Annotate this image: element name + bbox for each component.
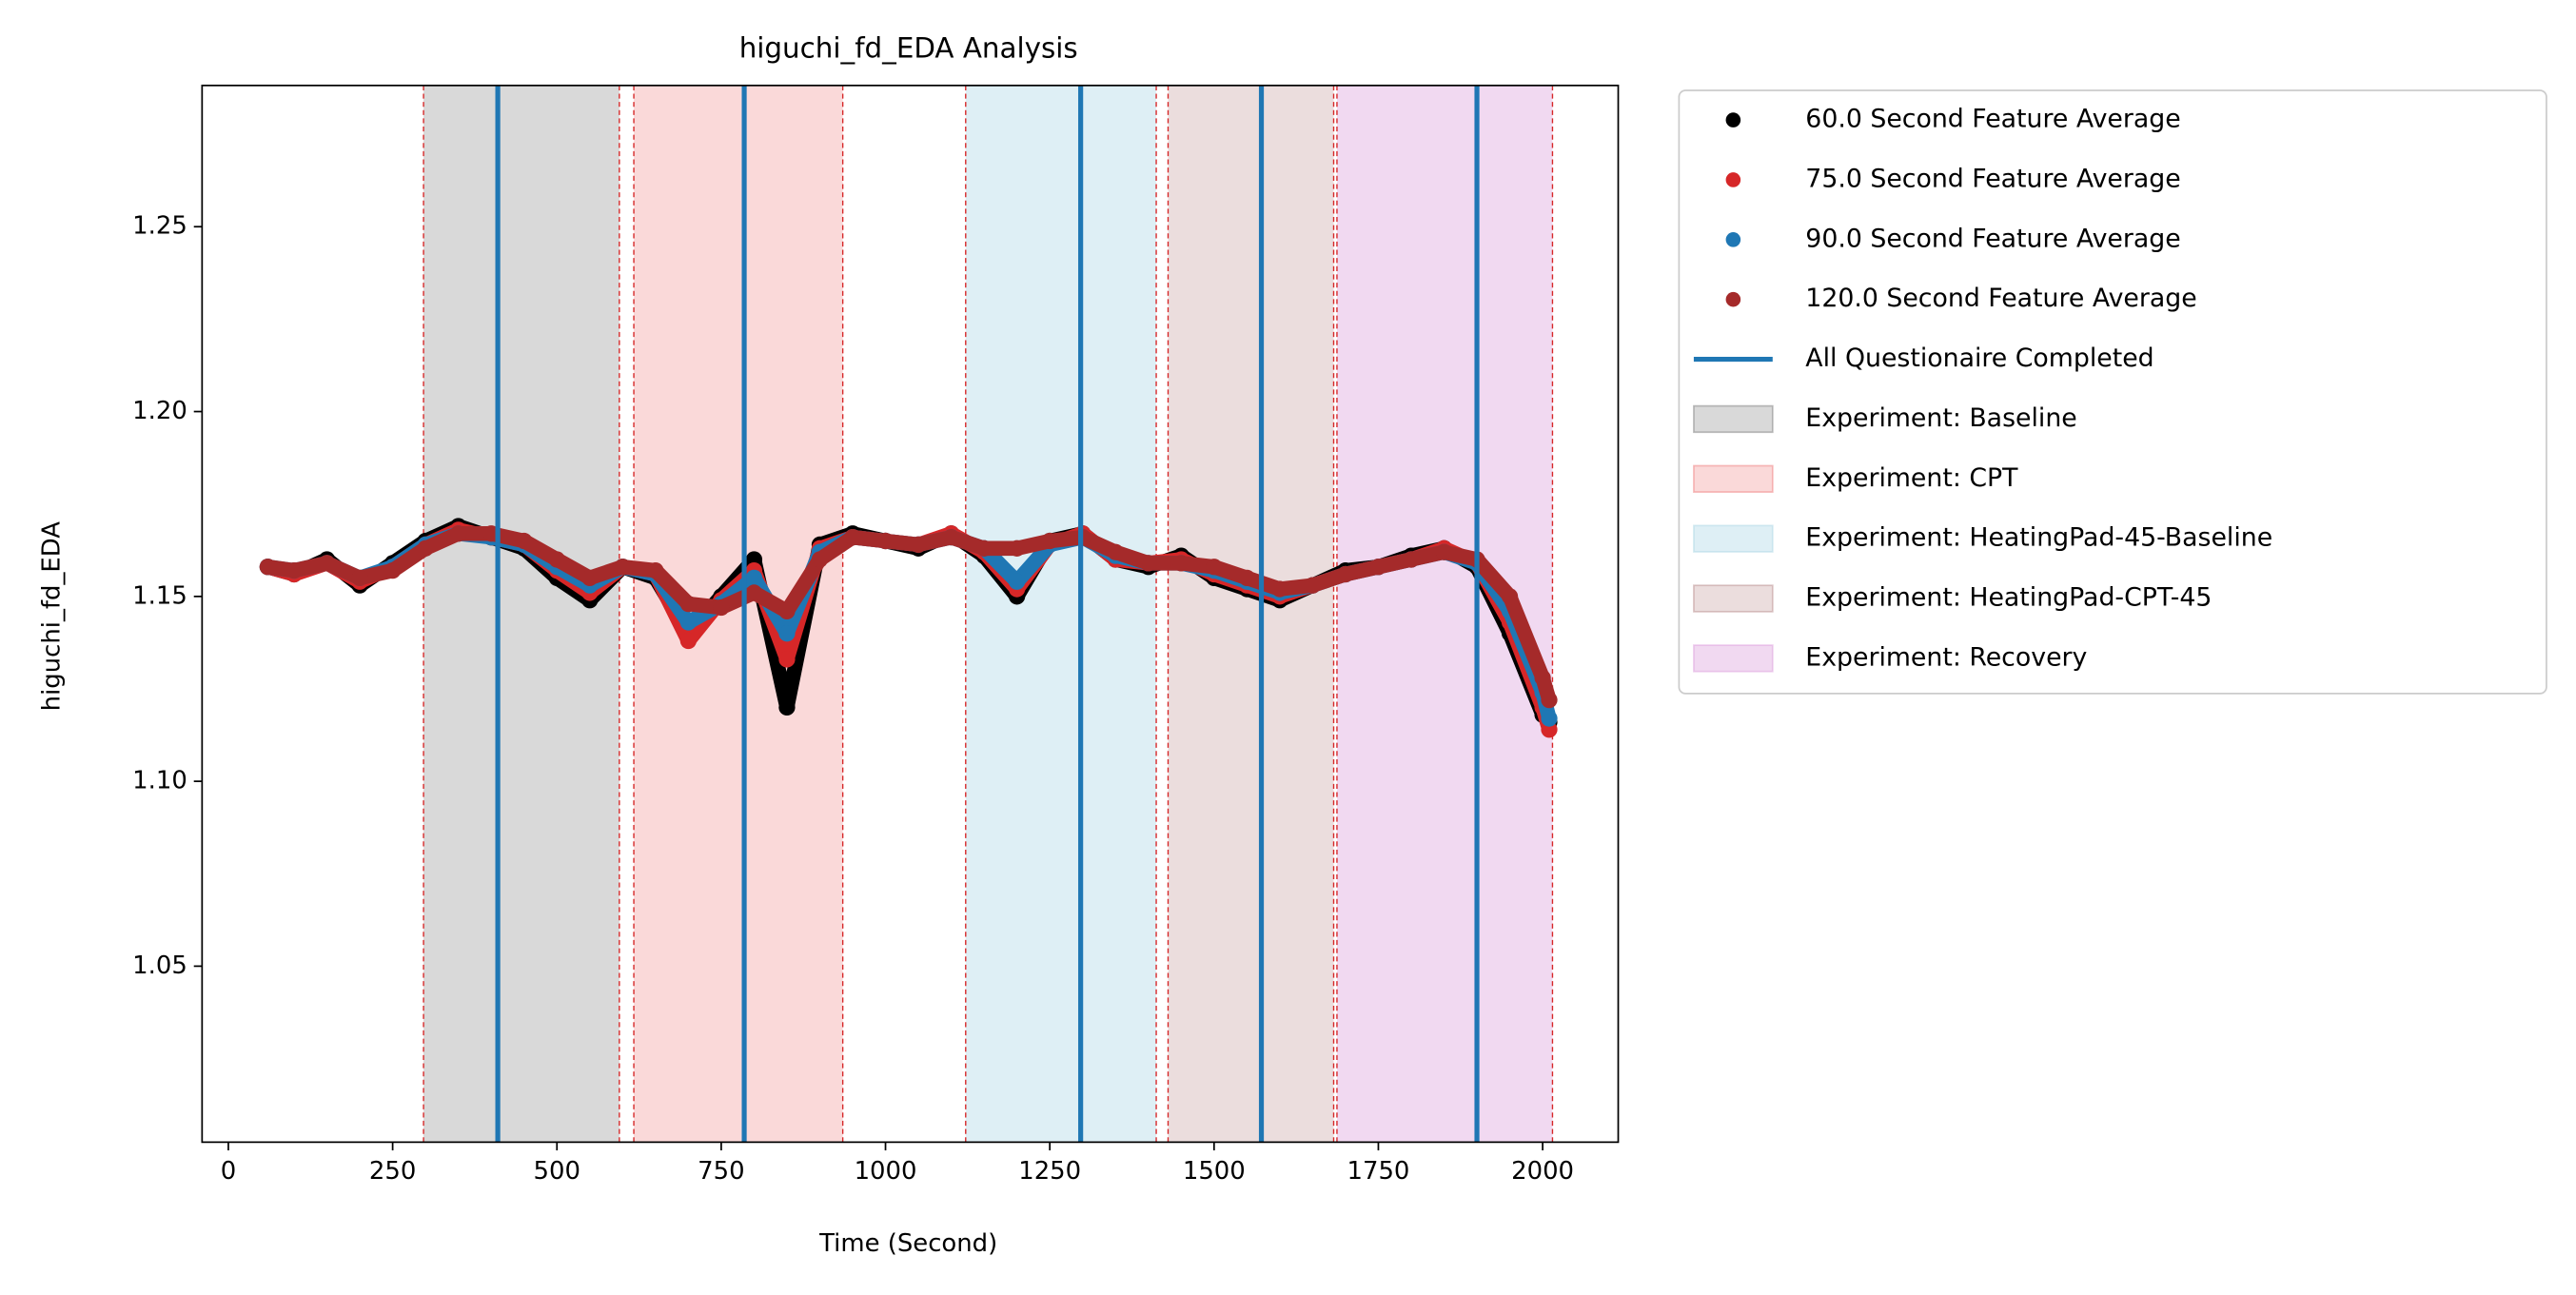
data-point (679, 614, 697, 631)
legend: 60.0 Second Feature Average 75.0 Second F… (1678, 89, 2547, 695)
data-point (1435, 543, 1453, 560)
data-point (1009, 573, 1026, 590)
data-point (745, 569, 763, 587)
data-point (910, 536, 927, 554)
data-point (1534, 669, 1551, 686)
data-point (778, 698, 796, 716)
data-point (778, 651, 796, 668)
data-point (778, 625, 796, 642)
data-point (450, 525, 467, 542)
data-point (844, 529, 861, 546)
data-point (1172, 555, 1190, 572)
data-point (351, 569, 368, 587)
legend-label: Experiment: HeatingPad-CPT-45 (1805, 583, 2212, 613)
region (965, 85, 1157, 1143)
legend-label: Experiment: CPT (1805, 463, 2018, 493)
legend-label: Experiment: Baseline (1805, 403, 2076, 433)
legend-marker (1693, 404, 1774, 434)
x-tick-label: 2000 (1511, 1157, 1574, 1186)
data-point (318, 555, 336, 572)
x-tick-label: 0 (221, 1157, 236, 1186)
region (423, 85, 619, 1143)
x-tick-label: 1500 (1183, 1157, 1246, 1186)
data-point (383, 561, 402, 579)
data-point (1140, 555, 1157, 572)
legend-marker (1693, 464, 1774, 493)
y-tick-label: 1.05 (132, 952, 187, 980)
data-point (1304, 577, 1322, 594)
data-point (1541, 691, 1558, 709)
data-point (516, 532, 533, 550)
y-tick-label: 1.15 (132, 581, 187, 610)
data-point (1337, 565, 1354, 583)
data-point (1271, 580, 1288, 598)
x-axis-label: Time (Second) (818, 1229, 997, 1258)
x-tick-label: 1250 (1018, 1157, 1081, 1186)
y-tick-label: 1.20 (132, 397, 187, 425)
data-point (1041, 532, 1058, 550)
legend-label: All Questionaire Completed (1805, 343, 2153, 373)
data-point (647, 561, 664, 579)
data-point (942, 529, 960, 546)
legend-label: Experiment: HeatingPad-45-Baseline (1805, 523, 2272, 553)
y-tick-label: 1.10 (132, 767, 187, 795)
data-point (679, 632, 697, 650)
plot-area (259, 85, 1558, 1143)
data-point (1541, 710, 1558, 727)
legend-marker (1693, 584, 1774, 613)
legend-marker (1725, 172, 1741, 187)
legend-marker (1725, 291, 1741, 307)
data-point (1009, 540, 1026, 557)
x-tick-label: 1000 (855, 1157, 917, 1186)
legend-label: 120.0 Second Feature Average (1805, 284, 2196, 313)
data-point (285, 561, 303, 579)
y-axis-label: higuchi_fd_EDA (38, 521, 67, 712)
x-tick-label: 250 (369, 1157, 416, 1186)
legend-label: 75.0 Second Feature Average (1805, 164, 2180, 193)
legend-label: Experiment: Recovery (1805, 642, 2087, 672)
legend-label: 90.0 Second Feature Average (1805, 224, 2180, 253)
data-point (614, 559, 631, 576)
legend-marker (1693, 524, 1774, 553)
x-tick-label: 500 (534, 1157, 580, 1186)
data-point (811, 551, 829, 568)
data-point (1403, 551, 1420, 568)
data-point (1238, 569, 1255, 587)
data-point (581, 569, 599, 587)
chart-title: higuchi_fd_EDA Analysis (739, 31, 1078, 64)
data-point (713, 598, 730, 617)
data-point (679, 595, 697, 613)
legend-frame (1678, 89, 2547, 695)
data-point (778, 602, 796, 620)
legend-marker (1693, 644, 1774, 673)
data-point (1501, 588, 1519, 605)
data-point (975, 540, 993, 557)
region (1168, 85, 1334, 1143)
data-point (745, 584, 763, 601)
data-point (417, 540, 434, 557)
y-tick-label: 1.25 (132, 212, 187, 241)
data-point (548, 551, 565, 568)
x-tick-label: 1750 (1347, 1157, 1410, 1186)
data-point (876, 532, 895, 550)
legend-marker (1725, 112, 1741, 128)
legend-marker (1725, 232, 1741, 247)
data-point (1107, 543, 1124, 560)
data-point (1369, 559, 1387, 576)
x-tick-label: 750 (698, 1157, 744, 1186)
data-point (1206, 559, 1223, 576)
axes-frame (201, 84, 1620, 1144)
legend-label: 60.0 Second Feature Average (1805, 105, 2180, 134)
data-point (259, 559, 277, 576)
